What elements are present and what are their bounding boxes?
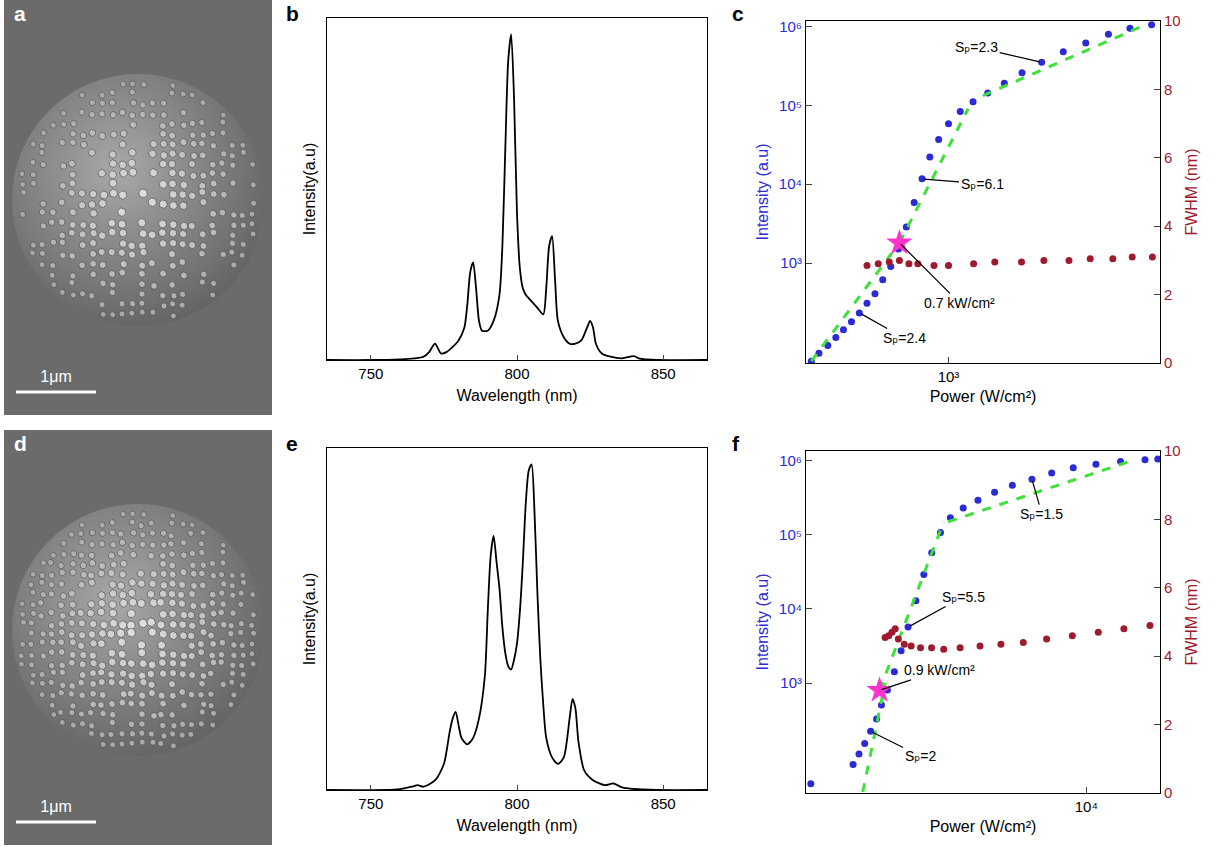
svg-text:850: 850 <box>651 365 676 382</box>
svg-text:Wavelength (nm): Wavelength (nm) <box>456 817 577 834</box>
svg-text:0.9 kW/cm²: 0.9 kW/cm² <box>904 662 975 678</box>
html-text:c: c <box>732 2 744 25</box>
svg-text:FWHM (nm): FWHM (nm) <box>1183 148 1200 235</box>
svg-text:1μm: 1μm <box>40 368 71 385</box>
svg-text:10: 10 <box>1164 12 1181 29</box>
svg-text:10³: 10³ <box>938 368 960 385</box>
svg-text:Sₚ=2.3: Sₚ=2.3 <box>955 39 998 55</box>
svg-text:0: 0 <box>1164 354 1172 371</box>
svg-text:6: 6 <box>1164 579 1172 596</box>
svg-text:4: 4 <box>1164 647 1172 664</box>
svg-text:Intensity (a.u): Intensity (a.u) <box>754 144 771 241</box>
html-text:b: b <box>286 2 299 25</box>
svg-text:FWHM (nm): FWHM (nm) <box>1183 578 1200 665</box>
svg-text:10⁶: 10⁶ <box>779 18 802 35</box>
svg-text:Sₚ=2: Sₚ=2 <box>905 748 937 764</box>
svg-text:Sₚ=2.4: Sₚ=2.4 <box>883 330 926 346</box>
html-text:a: a <box>14 2 26 25</box>
svg-text:10³: 10³ <box>780 674 802 691</box>
svg-text:10⁴: 10⁴ <box>1075 798 1098 815</box>
svg-text:4: 4 <box>1164 217 1172 234</box>
svg-text:10⁶: 10⁶ <box>779 452 802 469</box>
svg-text:Intensity (a.u): Intensity (a.u) <box>754 574 771 671</box>
svg-text:Sₚ=1.5: Sₚ=1.5 <box>1020 506 1063 522</box>
svg-text:Intensity(a.u): Intensity(a.u) <box>301 143 318 235</box>
svg-text:Wavelength (nm): Wavelength (nm) <box>456 387 577 404</box>
svg-text:Power (W/cm²): Power (W/cm²) <box>930 818 1037 835</box>
svg-text:Power (W/cm²): Power (W/cm²) <box>930 388 1037 405</box>
svg-text:8: 8 <box>1164 511 1172 528</box>
svg-text:Sₚ=5.5: Sₚ=5.5 <box>942 589 985 605</box>
svg-text:2: 2 <box>1164 286 1172 303</box>
svg-text:10⁵: 10⁵ <box>779 97 802 114</box>
svg-text:2: 2 <box>1164 716 1172 733</box>
svg-text:750: 750 <box>358 365 383 382</box>
svg-text:Sₚ=6.1: Sₚ=6.1 <box>961 176 1004 192</box>
svg-text:10⁵: 10⁵ <box>779 526 802 543</box>
html-text:f: f <box>732 432 739 455</box>
svg-text:1μm: 1μm <box>40 798 71 815</box>
svg-text:800: 800 <box>504 365 529 382</box>
svg-text:750: 750 <box>358 795 383 812</box>
svg-text:850: 850 <box>651 795 676 812</box>
svg-text:Intensity(a.u): Intensity(a.u) <box>301 573 318 665</box>
svg-text:10⁴: 10⁴ <box>779 600 802 617</box>
svg-text:0.7 kW/cm²: 0.7 kW/cm² <box>924 295 995 311</box>
html-text:d: d <box>14 432 27 455</box>
svg-text:10⁴: 10⁴ <box>779 175 802 192</box>
svg-text:6: 6 <box>1164 149 1172 166</box>
svg-text:800: 800 <box>504 795 529 812</box>
svg-text:0: 0 <box>1164 784 1172 801</box>
html-text:e: e <box>286 432 298 455</box>
svg-text:10: 10 <box>1164 442 1181 459</box>
svg-text:8: 8 <box>1164 81 1172 98</box>
svg-text:10³: 10³ <box>780 254 802 271</box>
